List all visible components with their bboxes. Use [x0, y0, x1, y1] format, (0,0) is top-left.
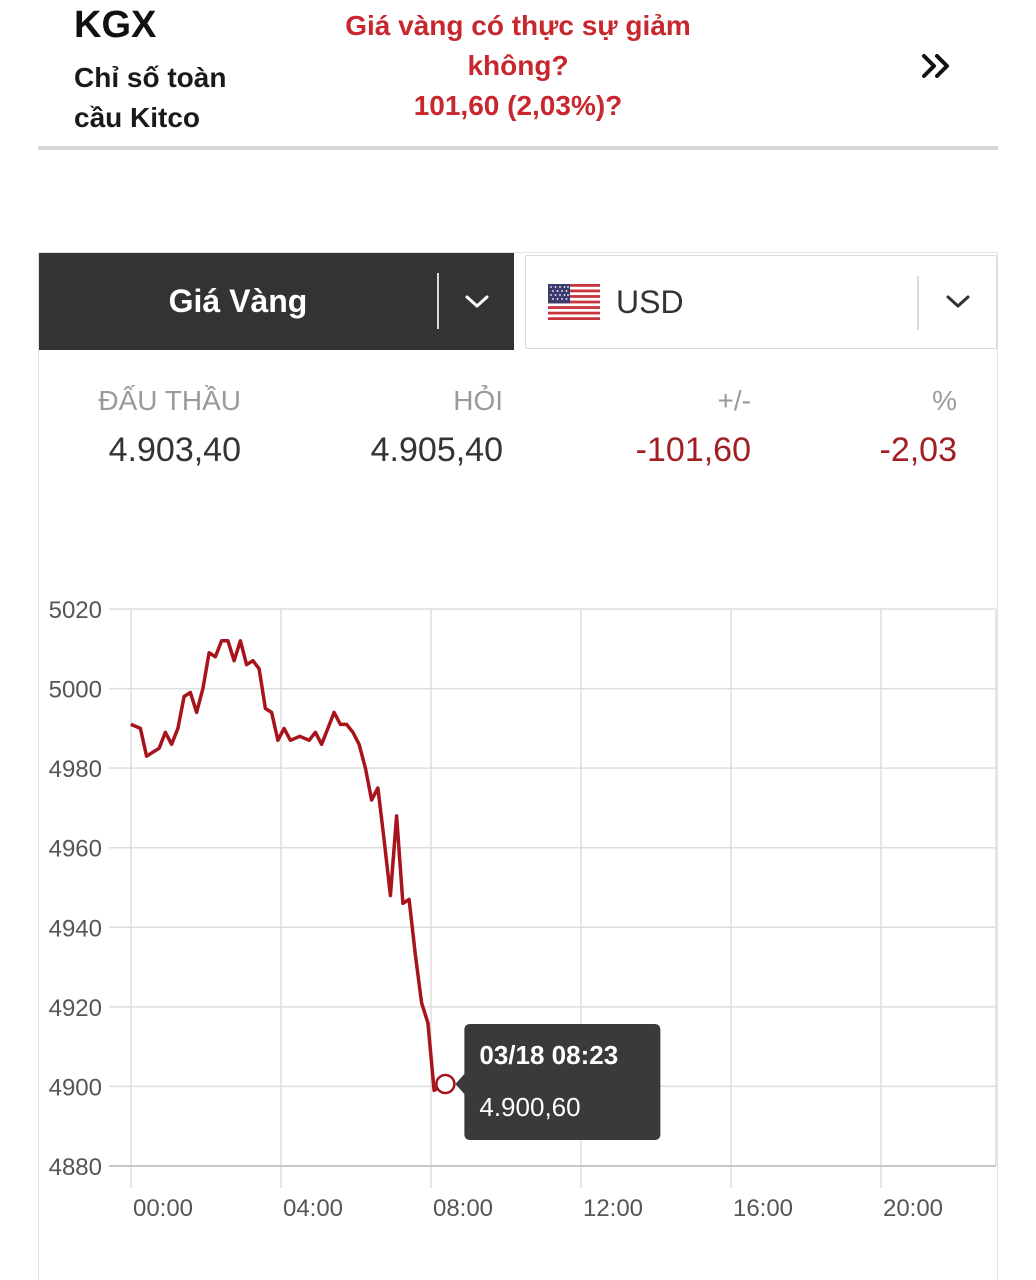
data-point	[164, 731, 166, 733]
data-point	[277, 739, 279, 741]
us-flag-icon	[548, 284, 600, 320]
x-tick-label: 08:00	[433, 1195, 493, 1222]
x-tick-label: 20:00	[883, 1195, 943, 1222]
data-point	[377, 787, 379, 789]
x-tick-label: 00:00	[133, 1195, 193, 1222]
currency-chevron[interactable]	[919, 256, 997, 348]
data-point	[152, 751, 154, 753]
y-tick-label: 5000	[49, 677, 102, 704]
bid-value: 4.903,40	[108, 431, 241, 469]
data-point	[139, 727, 141, 729]
x-tick-label: 04:00	[283, 1195, 343, 1222]
data-point	[271, 711, 273, 713]
data-point	[433, 1089, 435, 1091]
headline-line-3: 101,60 (2,03%)?	[413, 90, 623, 121]
ask-value: 4.905,40	[370, 431, 503, 469]
metal-selected-label: Giá Vàng	[168, 283, 308, 319]
data-point	[333, 711, 335, 713]
tooltip-bg	[455, 1024, 661, 1141]
data-point	[283, 727, 285, 729]
percent-label: %	[932, 385, 957, 416]
data-point	[208, 652, 210, 654]
y-tick-label: 4880	[49, 1154, 102, 1181]
data-point	[321, 743, 323, 745]
next-headline-button[interactable]	[914, 44, 960, 88]
data-point	[189, 692, 191, 694]
chevron-down-icon	[465, 295, 488, 307]
data-point	[264, 707, 266, 709]
currency-dropdown-divider	[917, 276, 919, 330]
data-point	[402, 902, 404, 904]
bid-label: ĐẤU THẦU	[98, 385, 241, 416]
data-point	[358, 743, 360, 745]
gold-price-chart[interactable]: 5020 5000 4980 4960 4940 4920 4900 4880 00:00 04:…	[0, 580, 1036, 1240]
data-point	[233, 660, 235, 662]
tooltip-value: 4.900,60	[479, 1092, 580, 1122]
data-point	[314, 731, 316, 733]
metal-dropdown[interactable]: Giá Vàng	[39, 253, 514, 350]
metal-dropdown-divider	[437, 273, 439, 329]
percent-value: -2,03	[879, 431, 958, 469]
data-point	[146, 755, 148, 757]
y-tick-label: 5020	[49, 597, 102, 624]
data-point	[183, 696, 185, 698]
data-point	[196, 711, 198, 713]
headline-line-2: không?	[467, 50, 569, 81]
data-point	[246, 664, 248, 666]
data-point	[221, 640, 223, 642]
y-tick-label: 4980	[49, 756, 102, 783]
y-tick-label: 4960	[49, 836, 102, 863]
data-point	[214, 656, 216, 658]
data-point	[408, 898, 410, 900]
data-point	[158, 747, 160, 749]
data-point	[364, 767, 366, 769]
x-tick-label: 12:00	[583, 1195, 643, 1222]
data-point	[414, 954, 416, 956]
gold-price-series-line	[130, 639, 447, 1093]
y-tick-label: 4900	[49, 1074, 102, 1101]
data-point	[421, 1002, 423, 1004]
symbol-title: KGX	[74, 4, 157, 46]
headline-link[interactable]: Giá vàng có thực sự giảm không? 101,60 (…	[318, 6, 718, 126]
data-point	[427, 1022, 429, 1024]
data-point	[202, 688, 204, 690]
headline-line-1: Giá vàng có thực sự giảm	[345, 10, 691, 41]
data-point	[252, 660, 254, 662]
data-point	[171, 743, 173, 745]
y-tick-label: 4940	[49, 915, 102, 942]
page-header: KGX Chỉ số toàn cầu Kitco Giá vàng có th…	[0, 0, 1036, 152]
price-card: Giá Vàng USD	[38, 252, 998, 1280]
data-point	[130, 723, 132, 725]
y-tick-label: 4920	[49, 995, 102, 1022]
currency-dropdown[interactable]: USD	[525, 255, 997, 349]
change-label: +/-	[717, 385, 751, 416]
data-point	[177, 727, 179, 729]
double-chevron-right-icon	[922, 54, 949, 78]
data-point	[352, 731, 354, 733]
currency-selected-label: USD	[616, 284, 684, 320]
data-point	[289, 739, 291, 741]
data-point	[258, 668, 260, 670]
data-point	[396, 815, 398, 817]
data-point	[339, 723, 341, 725]
header-divider	[38, 146, 998, 150]
data-point	[239, 640, 241, 642]
data-point	[308, 739, 310, 741]
data-point	[371, 799, 373, 801]
data-point	[327, 727, 329, 729]
data-point	[299, 735, 301, 737]
chart-tooltip: 03/18 08:23 4.900,60	[455, 1024, 661, 1141]
metal-chevron[interactable]	[439, 253, 514, 350]
hover-marker	[435, 1073, 456, 1095]
data-point	[389, 894, 391, 896]
data-point	[227, 640, 229, 642]
x-tick-label: 16:00	[733, 1195, 793, 1222]
ask-label: HỎI	[453, 385, 503, 416]
data-point	[346, 723, 348, 725]
tooltip-date: 03/18 08:23	[479, 1040, 618, 1070]
data-point	[383, 839, 385, 841]
index-subtitle: Chỉ số toàn cầu Kitco	[74, 62, 227, 133]
change-value: -101,60	[635, 431, 751, 469]
chevron-down-icon	[946, 295, 970, 308]
